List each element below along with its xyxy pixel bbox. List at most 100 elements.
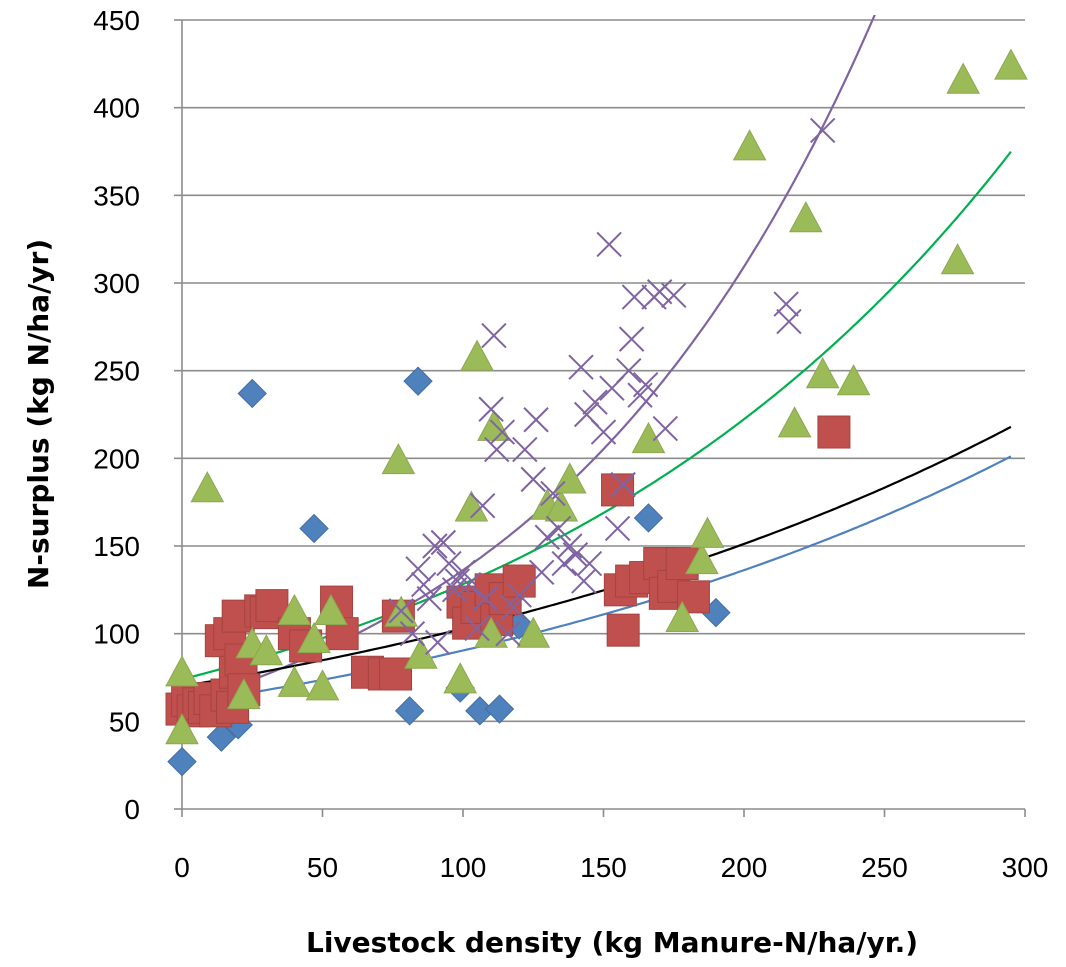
x-point (405, 556, 431, 582)
x-point (500, 594, 527, 621)
x-point (632, 371, 659, 398)
x-axis-title: Livestock density (kg Manure-N/ha/yr.) (306, 926, 918, 959)
y-tick-label: 50 (109, 706, 140, 737)
x-point (551, 550, 577, 577)
triangle-point (454, 490, 489, 522)
x-point (441, 577, 468, 603)
x-point (621, 284, 648, 310)
x-point (562, 542, 589, 568)
x-point (472, 585, 499, 612)
diamond-point (394, 696, 425, 726)
x-point (523, 407, 549, 433)
x-point (534, 524, 561, 550)
x-tick-label: 200 (721, 852, 768, 883)
x-point (568, 354, 594, 380)
x-point (410, 571, 437, 598)
x-point (540, 480, 566, 507)
triangle-point (190, 471, 225, 503)
x-point (422, 533, 448, 559)
x-point (571, 568, 597, 594)
tick-labels: 0 50 100 150 200 250 300 350 400 450 0 50 100 150 200 2… (93, 5, 1048, 883)
x-point (773, 291, 799, 317)
y-tick-label: 250 (93, 356, 140, 387)
x-point (506, 582, 532, 608)
x-point (604, 515, 631, 542)
triangle-point (516, 616, 551, 648)
triangle-point (297, 621, 331, 654)
triangle-point (544, 490, 579, 522)
x-tick-label: 100 (440, 852, 487, 883)
x-point (416, 585, 442, 612)
x-point (388, 598, 414, 624)
x-tick-label: 0 (174, 852, 190, 883)
x-point (545, 515, 572, 542)
triangle-point (631, 421, 666, 454)
x-point (469, 492, 496, 519)
trendline (182, 15, 876, 705)
x-point (652, 415, 679, 442)
x-point (557, 533, 583, 559)
y-tick-label: 300 (93, 268, 140, 299)
axes (174, 19, 1026, 817)
triangle-point (836, 364, 871, 396)
x-point (464, 615, 490, 642)
triangle-point (165, 713, 199, 745)
diamond-point (167, 746, 197, 777)
y-tick-label: 100 (93, 619, 140, 650)
y-tick-label: 450 (93, 5, 140, 36)
data-points (165, 48, 1028, 777)
y-tick-label: 150 (93, 531, 140, 562)
triangle-point (777, 406, 812, 438)
x-point (576, 550, 603, 577)
x-point (582, 389, 608, 415)
y-tick-label: 400 (93, 93, 140, 124)
x-point (489, 419, 516, 445)
y-axis-title: N-surplus (kg N/ha/yr) (22, 239, 55, 589)
x-point (520, 466, 546, 493)
diamond-point (299, 513, 329, 544)
x-point (661, 282, 687, 308)
x-point (618, 326, 645, 352)
x-point (495, 620, 521, 647)
x-point (596, 231, 622, 258)
diamond-point (633, 503, 664, 533)
triangle-point (277, 593, 312, 625)
triangle-point (946, 62, 981, 94)
x-tick-label: 250 (861, 852, 908, 883)
x-point (646, 279, 673, 305)
triangle-point (994, 48, 1028, 80)
square-point (502, 564, 536, 598)
triangle-point (665, 600, 700, 632)
x-point (616, 357, 642, 384)
triangle-point (165, 655, 199, 687)
diamond-point (403, 366, 433, 396)
y-tick-label: 350 (93, 180, 140, 211)
square-point (606, 613, 640, 647)
triangle-point (460, 339, 494, 371)
triangle-point (732, 129, 767, 161)
trendline (182, 151, 1012, 681)
x-point (512, 436, 538, 463)
triangle-point (249, 634, 284, 666)
x-point (528, 559, 555, 586)
x-point (590, 419, 617, 445)
triangle-point (277, 665, 312, 697)
x-point (455, 571, 482, 598)
trendlines (182, 15, 1012, 705)
x-point (809, 117, 836, 144)
x-point (436, 550, 462, 577)
diamond-point (237, 378, 267, 409)
triangle-point (404, 637, 438, 669)
gridlines (182, 19, 1025, 723)
x-point (450, 559, 476, 586)
x-tick-label: 150 (580, 852, 627, 883)
diamond-point (484, 694, 515, 724)
square-point (379, 657, 413, 691)
triangle-point (443, 662, 478, 694)
triangle-point (940, 243, 975, 275)
triangle-point (690, 516, 725, 548)
y-tick-label: 200 (93, 443, 140, 474)
triangle-point (788, 201, 823, 233)
triangle-point (305, 669, 340, 701)
triangle-point (474, 616, 508, 648)
